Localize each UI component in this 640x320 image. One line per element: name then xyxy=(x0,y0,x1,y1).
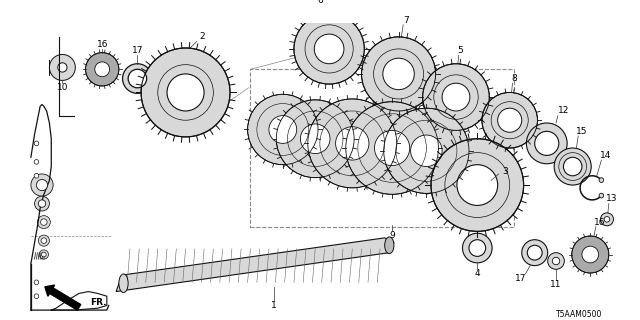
Circle shape xyxy=(463,233,492,263)
Circle shape xyxy=(128,69,147,88)
Circle shape xyxy=(383,58,414,90)
Circle shape xyxy=(38,200,45,207)
Ellipse shape xyxy=(119,274,128,292)
Circle shape xyxy=(31,174,53,196)
Circle shape xyxy=(308,99,397,188)
Text: 11: 11 xyxy=(550,280,562,289)
Text: 8: 8 xyxy=(511,74,517,83)
Text: 10: 10 xyxy=(56,83,68,92)
Circle shape xyxy=(34,160,39,164)
Circle shape xyxy=(604,217,610,222)
Polygon shape xyxy=(116,238,394,292)
Circle shape xyxy=(362,37,436,111)
Circle shape xyxy=(58,63,67,72)
Circle shape xyxy=(457,165,498,205)
Circle shape xyxy=(384,108,469,193)
Circle shape xyxy=(548,253,564,269)
Text: 7: 7 xyxy=(403,16,409,25)
Circle shape xyxy=(37,216,51,228)
Text: 12: 12 xyxy=(557,107,569,116)
Circle shape xyxy=(300,124,330,154)
Circle shape xyxy=(35,196,49,211)
Text: T5AAM0500: T5AAM0500 xyxy=(556,310,602,319)
Text: 4: 4 xyxy=(474,269,480,278)
Circle shape xyxy=(49,54,76,80)
Circle shape xyxy=(248,94,318,165)
Circle shape xyxy=(123,64,152,93)
Text: FR.: FR. xyxy=(90,298,107,307)
Circle shape xyxy=(600,213,614,226)
Circle shape xyxy=(534,131,559,156)
Ellipse shape xyxy=(385,237,394,253)
Circle shape xyxy=(411,135,442,166)
Circle shape xyxy=(34,280,39,284)
Circle shape xyxy=(469,240,486,256)
Circle shape xyxy=(42,252,46,257)
Circle shape xyxy=(314,34,344,64)
Circle shape xyxy=(554,148,591,185)
Text: 9: 9 xyxy=(389,231,395,241)
Circle shape xyxy=(582,246,598,263)
Circle shape xyxy=(86,52,119,86)
Text: 16: 16 xyxy=(97,40,108,49)
Circle shape xyxy=(431,139,524,231)
Circle shape xyxy=(482,92,538,148)
Circle shape xyxy=(34,141,39,146)
Circle shape xyxy=(34,294,39,299)
Circle shape xyxy=(374,131,410,166)
Circle shape xyxy=(572,236,609,273)
Circle shape xyxy=(167,74,204,111)
Text: 2: 2 xyxy=(200,32,205,41)
Text: 17: 17 xyxy=(132,46,143,55)
Text: 3: 3 xyxy=(502,167,508,176)
Circle shape xyxy=(41,238,47,244)
Circle shape xyxy=(40,219,47,225)
Bar xyxy=(250,69,515,227)
Text: 15: 15 xyxy=(576,127,588,136)
Circle shape xyxy=(563,157,582,176)
Circle shape xyxy=(36,180,47,191)
Text: 14: 14 xyxy=(600,151,612,160)
Circle shape xyxy=(38,235,49,246)
Circle shape xyxy=(599,178,604,182)
Text: 5: 5 xyxy=(458,46,463,55)
Circle shape xyxy=(522,240,548,266)
Circle shape xyxy=(527,245,542,260)
Text: 1: 1 xyxy=(271,301,276,310)
Circle shape xyxy=(346,102,438,194)
Circle shape xyxy=(526,123,567,164)
Circle shape xyxy=(498,108,522,132)
Text: 6: 6 xyxy=(317,0,323,5)
Text: 13: 13 xyxy=(606,195,618,204)
Circle shape xyxy=(552,257,560,265)
Circle shape xyxy=(599,193,604,198)
Circle shape xyxy=(34,173,39,178)
FancyArrow shape xyxy=(45,285,81,310)
Circle shape xyxy=(442,83,470,111)
Circle shape xyxy=(95,62,109,77)
Circle shape xyxy=(141,48,230,137)
Circle shape xyxy=(269,116,297,143)
Circle shape xyxy=(294,14,364,84)
Circle shape xyxy=(335,127,369,160)
Text: 16: 16 xyxy=(594,218,605,227)
Circle shape xyxy=(276,100,354,178)
Circle shape xyxy=(39,250,49,259)
Circle shape xyxy=(422,64,490,131)
Text: 17: 17 xyxy=(515,274,527,283)
